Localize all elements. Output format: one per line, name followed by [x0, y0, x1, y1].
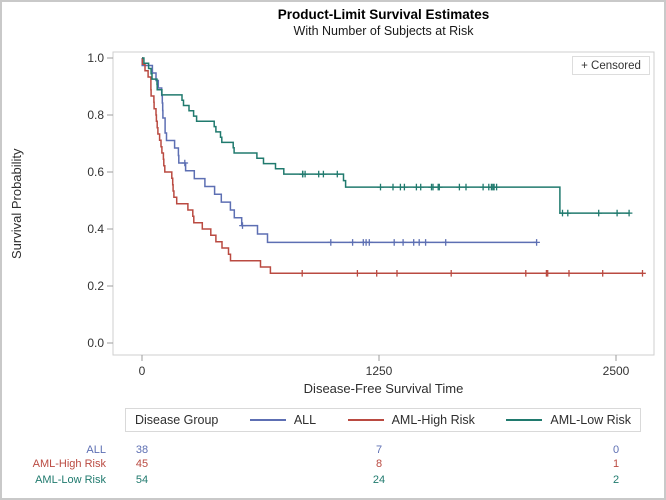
legend-entry-label: AML-High Risk [391, 413, 475, 427]
censor-plus-icon [298, 270, 306, 277]
legend-line-swatch [506, 419, 543, 421]
plot-wall [112, 51, 655, 356]
y-tick-label: 1.0 [87, 51, 104, 65]
series-line-AML-Low Risk [142, 57, 630, 214]
x-tick-label: 2500 [603, 364, 630, 378]
censored-legend-box: + Censored [572, 56, 650, 75]
y-tick-label: 0.0 [87, 336, 104, 350]
censor-plus-icon [366, 239, 373, 246]
censor-marks-AML-High Risk [298, 270, 646, 277]
censor-plus-icon [401, 183, 408, 191]
y-axis-label: Survival Probability [9, 148, 24, 259]
censor-plus-icon [399, 239, 407, 246]
censor-plus-icon [373, 270, 380, 277]
censor-plus-icon [417, 183, 424, 191]
x-axis-ticks: 0 1250 2500 [139, 355, 630, 378]
chart-subtitle: With Number of Subjects at Risk [293, 24, 474, 38]
censor-plus-icon [595, 209, 602, 217]
censor-plus-icon [479, 183, 487, 191]
legend-entry-AML-Low Risk: AML-Low Risk [506, 413, 631, 427]
series-line-AML-High Risk [141, 57, 643, 275]
legend-title: Disease Group [135, 413, 219, 427]
x-tick-label: 1250 [366, 364, 393, 378]
censor-plus-icon [181, 159, 189, 167]
censor-plus-icon [393, 270, 401, 277]
x-tick-label: 0 [139, 364, 146, 378]
censor-plus-icon [390, 239, 398, 246]
censor-plus-icon [239, 222, 246, 229]
censor-plus-icon [564, 209, 572, 217]
y-tick-label: 0.8 [87, 108, 104, 122]
disease-group-legend: Disease Group ALL AML-High Risk AML-Low Ri… [125, 408, 641, 432]
x-axis-label: Disease-Free Survival Time [303, 381, 464, 396]
censor-plus-icon [377, 183, 384, 191]
censor-plus-icon [639, 270, 646, 277]
legend-entry-label: ALL [293, 413, 317, 427]
legend-entry-label: AML-Low Risk [550, 413, 631, 427]
censor-plus-icon [522, 270, 530, 277]
censor-plus-icon [349, 239, 356, 246]
censor-plus-icon [493, 183, 500, 191]
censor-plus-icon [613, 209, 621, 217]
censor-marks-ALL [181, 159, 540, 246]
censored-legend-label: + Censored [581, 59, 641, 72]
y-tick-label: 0.2 [87, 279, 104, 293]
censor-plus-icon [327, 239, 335, 246]
censor-plus-icon [320, 170, 327, 178]
censor-plus-icon [456, 183, 463, 191]
censor-plus-icon [436, 183, 443, 191]
censor-plus-icon [462, 183, 470, 191]
censor-plus-icon [415, 239, 423, 246]
legend-line-swatch [249, 419, 286, 421]
censor-plus-icon [599, 270, 606, 277]
censor-plus-icon [389, 183, 397, 191]
y-axis-ticks: 0.0 0.2 0.4 0.6 0.8 1.0 [87, 51, 113, 350]
page-title: Product-Limit Survival Estimates [277, 7, 490, 22]
legend-entry-AML-High Risk: AML-High Risk [347, 413, 475, 427]
censor-plus-icon [422, 239, 429, 246]
censor-plus-icon [533, 239, 540, 246]
censor-plus-icon [301, 170, 309, 178]
series-line-ALL [141, 57, 537, 244]
censor-marks-AML-Low Risk [299, 170, 633, 217]
censor-plus-icon [354, 270, 361, 277]
y-tick-label: 0.4 [87, 222, 104, 236]
censor-plus-icon [442, 239, 449, 246]
censor-plus-icon [544, 270, 551, 277]
censor-plus-icon [625, 209, 633, 217]
legend-entry-ALL: ALL [249, 413, 317, 427]
censor-plus-icon [447, 270, 455, 277]
legend-line-swatch [347, 419, 384, 421]
censor-plus-icon [565, 270, 573, 277]
y-tick-label: 0.6 [87, 165, 104, 179]
censor-plus-icon [334, 170, 341, 178]
